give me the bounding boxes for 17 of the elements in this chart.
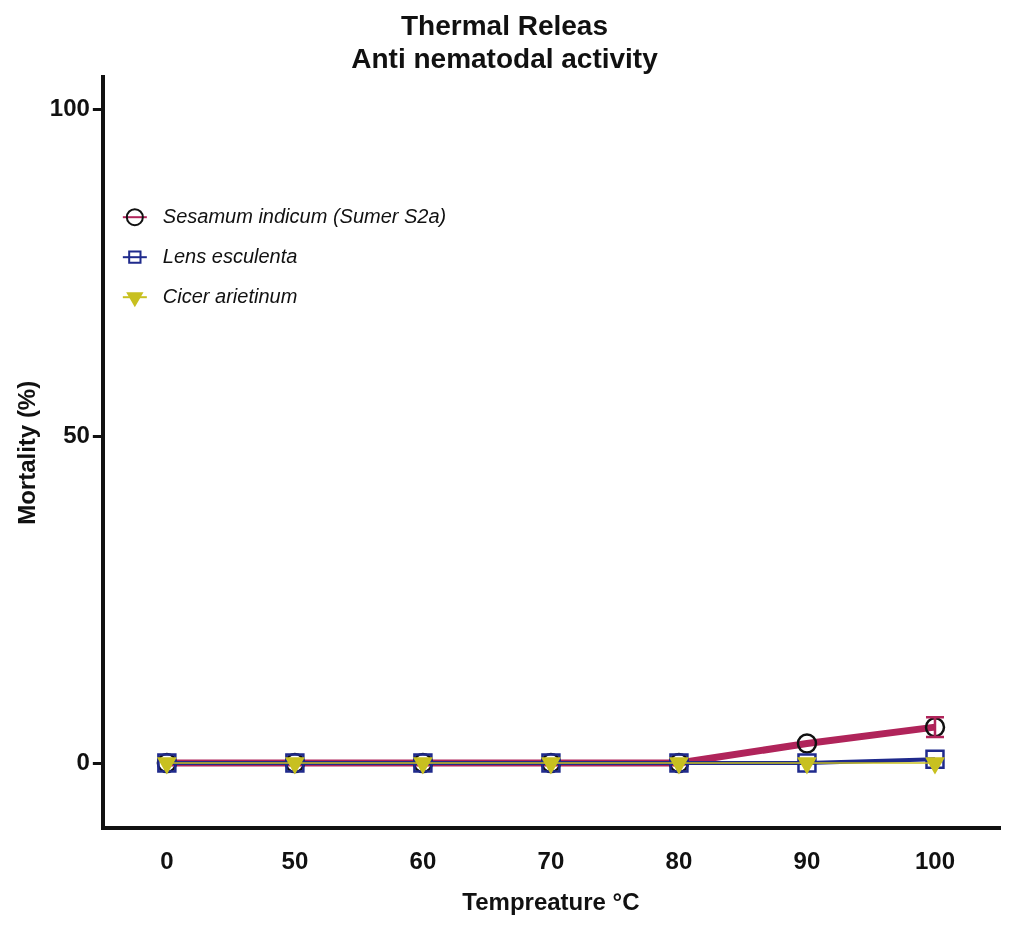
- legend-label: Cicer arietinum: [162, 284, 298, 307]
- y-tick-label: 0: [76, 747, 90, 775]
- legend-label: Lens esculenta: [162, 244, 298, 267]
- x-tick-label: 50: [281, 847, 309, 875]
- chart-subtitle: Anti nematodal activity: [351, 43, 659, 75]
- x-tick-label: 0: [160, 847, 174, 875]
- x-tick-label: 100: [914, 847, 956, 875]
- x-tick-label: 60: [409, 847, 437, 875]
- legend-label: Sesamum indicum (Sumer S2a): [162, 204, 447, 227]
- y-axis-title: Mortality (%): [13, 380, 41, 525]
- chart-title: Thermal Releas: [401, 9, 608, 41]
- y-tick-label: 100: [49, 94, 90, 122]
- x-axis-title: Tempreature °C: [462, 888, 640, 916]
- x-tick-label: 80: [665, 847, 693, 875]
- x-tick-label: 90: [793, 847, 821, 875]
- y-tick-label: 50: [63, 421, 90, 449]
- x-tick-label: 70: [537, 847, 565, 875]
